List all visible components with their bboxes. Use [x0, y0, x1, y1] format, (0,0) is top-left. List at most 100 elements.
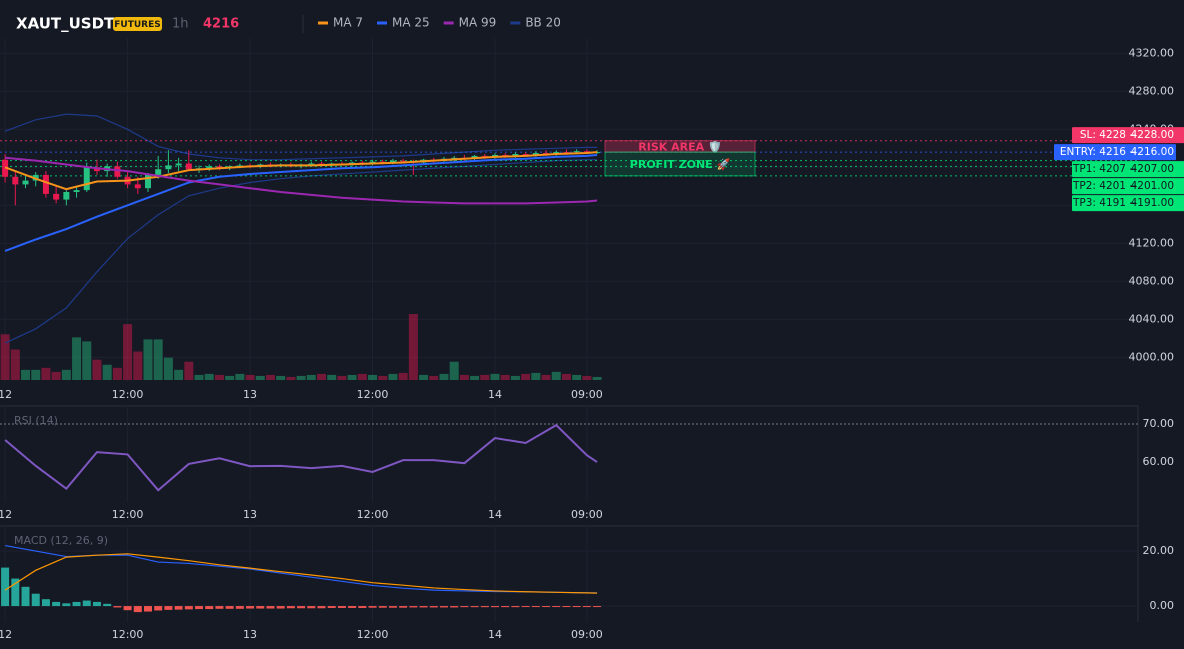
macd-histogram-bar	[348, 606, 357, 608]
macd-histogram-bar	[542, 606, 551, 608]
legend-label: MA 25	[392, 16, 430, 30]
y-tick-label: 4040.00	[1129, 312, 1175, 325]
volume-bar	[41, 367, 51, 380]
macd-histogram-bar	[195, 606, 204, 610]
volume-bar	[368, 374, 378, 380]
macd-histogram-bar	[460, 606, 469, 608]
macd-histogram-bar	[92, 601, 101, 607]
badge: FUTURES	[114, 20, 160, 30]
volume-bar	[327, 374, 337, 380]
bb-upper	[4, 113, 598, 161]
macd-histogram-bar	[358, 606, 367, 608]
macd-histogram-bar	[143, 606, 152, 612]
macd-histogram-bar	[368, 606, 377, 608]
macd-histogram-bar	[531, 606, 540, 608]
macd-histogram-bar	[225, 606, 234, 609]
volume-bar	[429, 375, 439, 380]
volume-bar	[306, 374, 316, 380]
macd-histogram-bar	[184, 606, 193, 610]
legend-label: MA 7	[333, 16, 363, 30]
volume-bar	[255, 375, 265, 380]
x-tick-label: 13	[243, 388, 257, 401]
macd-histogram-bar	[491, 606, 500, 608]
x-tick-label: 12	[0, 508, 12, 521]
volume-bar	[316, 373, 326, 380]
candle-body	[400, 160, 407, 162]
volume-bar	[551, 371, 561, 380]
candle-body	[481, 155, 488, 157]
level-label-bg	[1072, 161, 1184, 178]
macd-histogram-bar	[501, 606, 510, 608]
symbol: XAUT_USDT	[16, 15, 115, 33]
volume-bar	[92, 359, 102, 380]
volume-bar	[276, 375, 286, 380]
x-tick-label: 09:00	[571, 628, 603, 641]
volume-bar	[214, 374, 224, 380]
macd-histogram-bar	[409, 606, 418, 608]
level-label-bg	[1072, 178, 1184, 195]
level-axis-label: 4201.00	[1131, 180, 1174, 192]
candle-body	[134, 184, 141, 189]
macd-histogram-bar	[133, 606, 142, 613]
signal-line	[4, 553, 598, 594]
volume-bar	[133, 351, 143, 380]
x-tick-label: 12:00	[112, 508, 144, 521]
last-price: 4216	[203, 17, 239, 32]
volume-bar	[459, 374, 469, 380]
y-tick-label: 0.00	[1150, 599, 1175, 612]
candle-body	[451, 157, 458, 159]
volume-bar	[245, 374, 255, 380]
volume-bar	[439, 373, 449, 380]
volume-bar	[61, 369, 71, 380]
candle-body	[114, 166, 121, 177]
macd-histogram-bar	[572, 606, 581, 608]
candle-body	[532, 153, 539, 155]
volume-bar	[102, 364, 112, 380]
candle-body	[308, 163, 315, 165]
macd-histogram-bar	[62, 603, 71, 607]
volume-bar	[419, 374, 429, 380]
x-tick-label: 13	[243, 628, 257, 641]
volume-bar	[408, 314, 418, 380]
volume-bar	[531, 372, 541, 380]
volume-bar	[153, 339, 163, 380]
macd-histogram-bar	[113, 606, 122, 608]
volume-bar	[510, 375, 520, 380]
volume-bar	[163, 357, 173, 380]
candle-body	[73, 190, 80, 192]
candle-body	[573, 151, 580, 153]
level-label: TP3: 4191	[1072, 197, 1126, 209]
macd-histogram-bar	[307, 606, 316, 609]
candle-body	[563, 152, 570, 154]
volume-bar	[51, 371, 61, 380]
x-tick-label: 12:00	[112, 388, 144, 401]
volume-bar	[174, 369, 184, 380]
volume-bar	[194, 374, 204, 380]
volume-bar	[521, 373, 531, 380]
volume-bar	[21, 369, 31, 380]
y-tick-label: 60.00	[1143, 455, 1175, 468]
volume-bar	[470, 375, 480, 380]
level-label: SL: 4228	[1080, 129, 1126, 141]
macd-histogram-bar	[562, 606, 571, 608]
macd-histogram-bar	[419, 606, 428, 608]
candle-body	[206, 166, 213, 169]
macd-histogram-bar	[480, 606, 489, 608]
macd-histogram-bar	[439, 606, 448, 608]
volume-bar	[500, 374, 510, 380]
macd-histogram-bar	[317, 606, 326, 609]
volume-bar	[296, 375, 306, 380]
candle-body	[63, 192, 70, 200]
candle-body	[175, 163, 182, 166]
volume-bar	[286, 376, 296, 380]
macd-histogram-bar	[276, 606, 285, 609]
volume-bar	[337, 375, 347, 380]
y-tick-label: 4000.00	[1129, 350, 1175, 363]
volume-bar	[541, 374, 551, 380]
candle-body	[185, 163, 192, 170]
macd-histogram-bar	[164, 606, 173, 610]
volume-bar	[72, 337, 82, 380]
macd-histogram-bar	[378, 606, 387, 608]
macd-histogram-bar	[205, 606, 214, 610]
